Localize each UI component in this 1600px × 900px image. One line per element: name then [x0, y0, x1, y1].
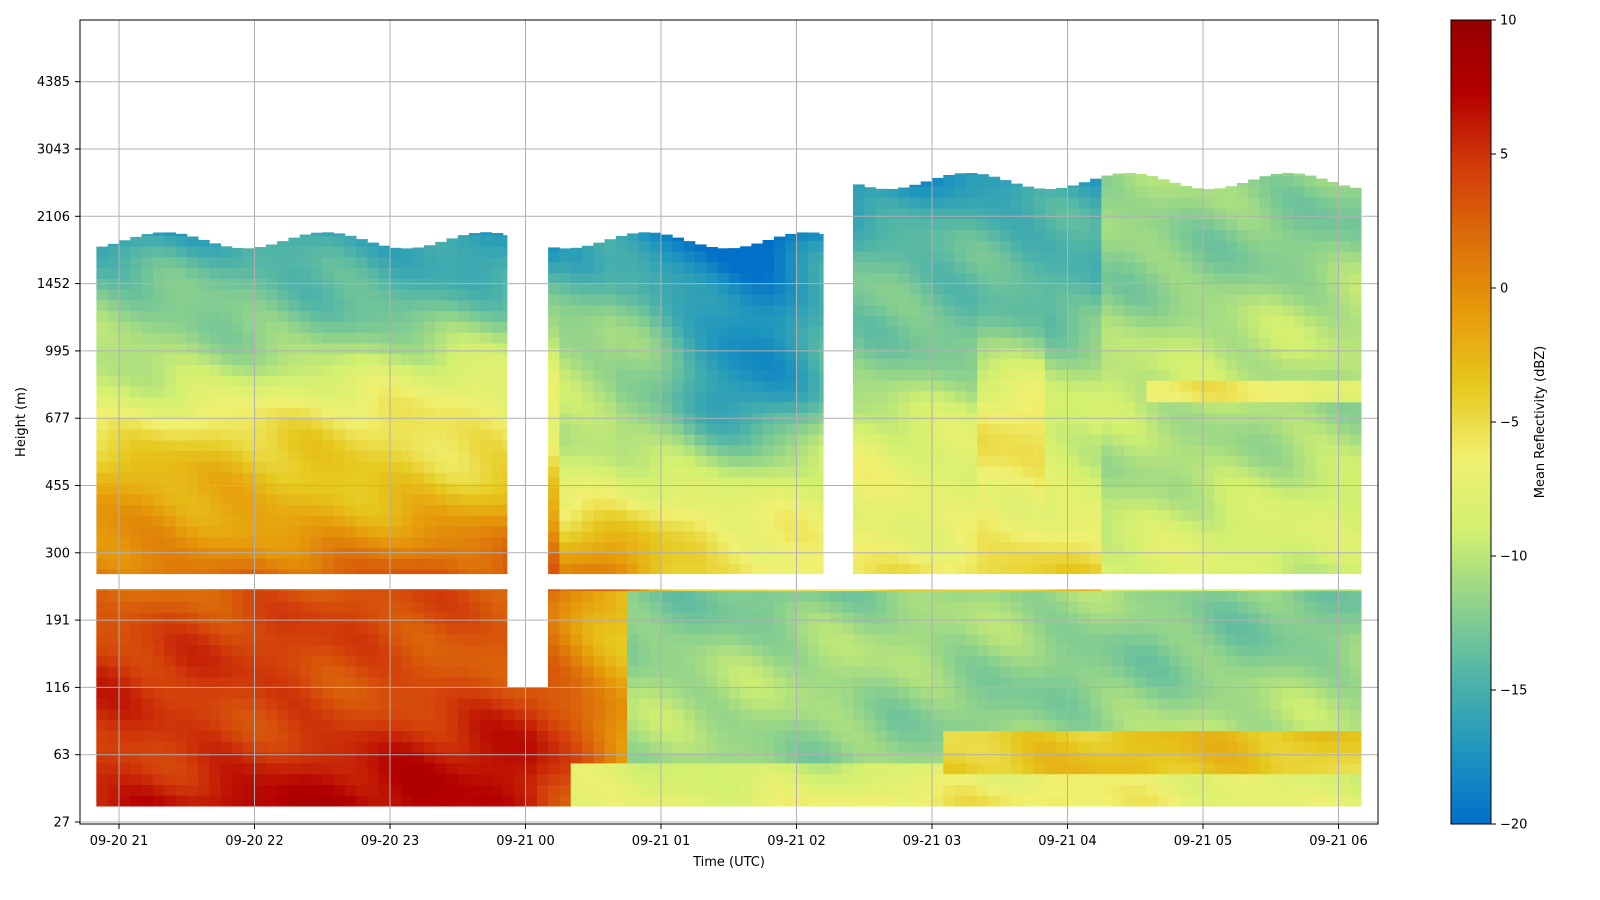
colorbar-label: Mean Reflectivity (dBZ): [1533, 346, 1548, 499]
y-tick-label: 995: [45, 344, 70, 359]
y-tick-label: 455: [45, 479, 70, 494]
x-axis-label: Time (UTC): [692, 855, 765, 870]
y-tick-label: 27: [53, 816, 70, 831]
data-gaps: [80, 20, 1378, 688]
y-tick-label: 116: [45, 681, 70, 696]
x-tick-label: 09-21 01: [632, 834, 690, 849]
colorbar-ticks: −20 −15 −10 −5 0 5 10: [1491, 14, 1527, 833]
colorbar-tick-label: 0: [1500, 282, 1508, 297]
colorbar-tick-label: −10: [1500, 550, 1527, 565]
colorbar-tick-label: −5: [1500, 416, 1519, 431]
x-tick-label: 09-21 02: [767, 834, 825, 849]
x-tick-label: 09-21 06: [1309, 834, 1367, 849]
y-axis-label: Height (m): [14, 387, 29, 457]
colorbar-gradient: [1450, 19, 1492, 825]
grid-lines: [80, 20, 1378, 824]
x-tick-label: 09-21 04: [1038, 834, 1096, 849]
plot-frame: [79, 19, 1379, 825]
colorbar: −20 −15 −10 −5 0 5 10 Mean Reflectivity (dBZ): [1450, 14, 1548, 833]
x-tick-label: 09-20 21: [90, 834, 148, 849]
y-tick-label: 3043: [37, 143, 70, 158]
y-tick-label: 677: [45, 412, 70, 427]
x-axis: 09-20 21 09-20 22 09-20 23 09-21 00 09-21 01…: [90, 824, 1368, 849]
x-tick-label: 09-21 03: [903, 834, 961, 849]
heatmap-cells: [96, 172, 1362, 807]
x-tick-label: 09-20 22: [225, 834, 283, 849]
x-tick-label: 09-21 00: [496, 834, 554, 849]
colorbar-tick-label: −20: [1500, 818, 1527, 833]
x-tick-label: 09-20 23: [361, 834, 419, 849]
y-tick-label: 2106: [37, 210, 70, 225]
y-tick-label: 1452: [37, 277, 70, 292]
colorbar-tick-label: −15: [1500, 684, 1527, 699]
y-tick-label: 63: [53, 748, 70, 763]
y-tick-label: 300: [45, 546, 70, 561]
colorbar-tick-label: 5: [1500, 148, 1508, 163]
y-tick-label: 4385: [37, 75, 70, 90]
y-axis: 27 63 116 191 300 455 677 995 1452 2106 3043 4385: [37, 75, 80, 831]
y-tick-label: 191: [45, 614, 70, 629]
colorbar-tick-label: 10: [1500, 14, 1517, 29]
x-tick-label: 09-21 05: [1174, 834, 1232, 849]
